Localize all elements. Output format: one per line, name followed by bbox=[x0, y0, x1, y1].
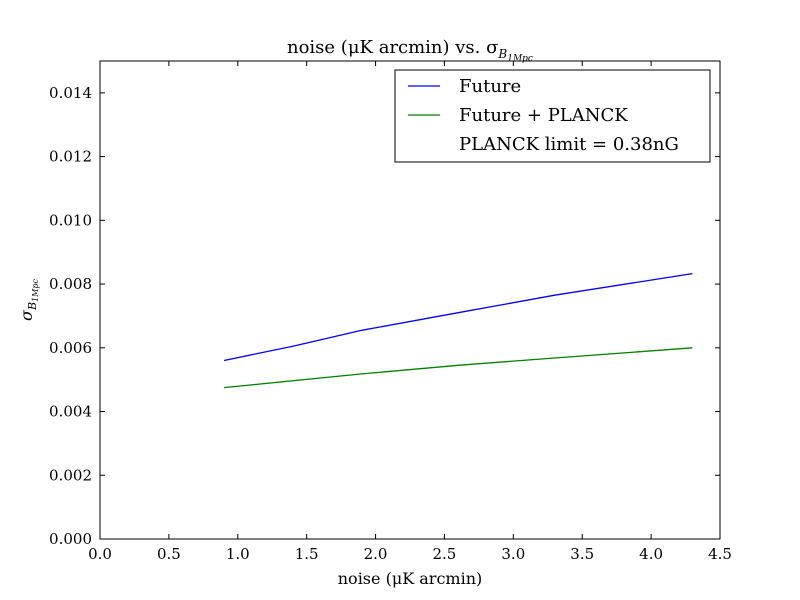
x-tick-label: 0.0 bbox=[88, 545, 112, 563]
x-tick-label: 3.5 bbox=[570, 545, 594, 563]
y-axis-label-subsub: 1Mpc bbox=[31, 279, 40, 302]
y-tick-label: 0.012 bbox=[49, 148, 92, 166]
x-tick-label: 4.5 bbox=[708, 545, 732, 563]
y-tick-label: 0.008 bbox=[49, 275, 92, 293]
y-axis-label-sub: B bbox=[26, 302, 39, 311]
chart-title: noise (μK arcmin) vs. σB1Mpc bbox=[287, 37, 533, 64]
legend: Future Future + PLANCK PLANCK limit = 0.… bbox=[394, 69, 711, 163]
x-tick-label: 3.0 bbox=[501, 545, 525, 563]
chart-title-subsub: 1Mpc bbox=[507, 54, 533, 64]
y-axis-label-main: σ bbox=[17, 309, 36, 321]
legend-label-planck-limit: PLANCK limit = 0.38nG bbox=[459, 134, 679, 155]
x-tick-label: 2.5 bbox=[433, 545, 457, 563]
legend-label-future-planck: Future + PLANCK bbox=[459, 105, 628, 126]
series-line-future bbox=[223, 272, 693, 362]
y-tick-label: 0.010 bbox=[49, 211, 92, 229]
x-axis-ticks: 0.0 0.5 1.0 1.5 2.0 2.5 3.0 3.5 4.0 4.5 bbox=[88, 61, 732, 563]
plot-area bbox=[99, 60, 721, 540]
x-tick-label: 4.0 bbox=[639, 545, 663, 563]
chart-title-sub: B bbox=[497, 47, 507, 61]
y-axis-label: σB1Mpc bbox=[17, 279, 40, 321]
series-line-future-planck bbox=[223, 347, 693, 389]
y-tick-label: 0.006 bbox=[49, 339, 92, 357]
x-tick-label: 2.0 bbox=[364, 545, 388, 563]
legend-box bbox=[394, 69, 711, 163]
chart-title-main: noise (μK arcmin) vs. σ bbox=[287, 37, 498, 58]
y-tick-label: 0.002 bbox=[49, 466, 92, 484]
y-tick-label: 0.004 bbox=[49, 403, 92, 421]
y-tick-label: 0.000 bbox=[49, 530, 92, 548]
y-tick-label: 0.014 bbox=[49, 84, 92, 102]
y-axis-ticks: 0.000 0.002 0.004 0.006 0.008 0.010 0.012 0.014 bbox=[49, 84, 720, 548]
x-tick-label: 1.5 bbox=[295, 545, 319, 563]
series-group bbox=[223, 272, 693, 389]
x-tick-label: 0.5 bbox=[157, 545, 181, 563]
legend-label-future: Future bbox=[459, 76, 521, 97]
x-axis-label: noise (μK arcmin) bbox=[338, 569, 482, 588]
x-tick-label: 1.0 bbox=[226, 545, 250, 563]
